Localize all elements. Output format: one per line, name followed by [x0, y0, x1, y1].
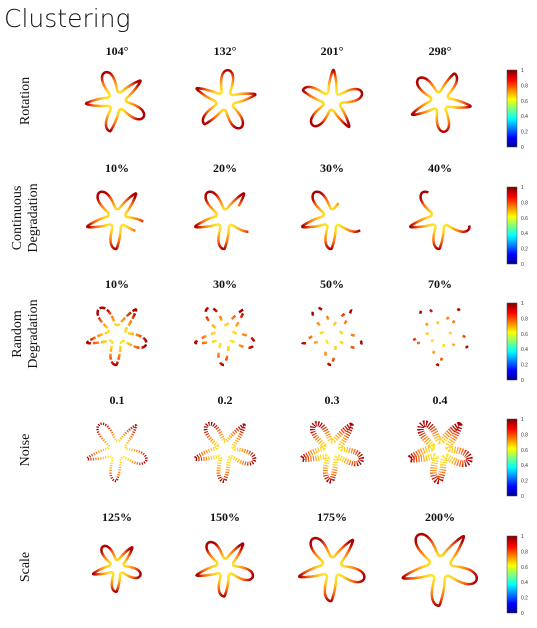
colorbar	[506, 186, 518, 265]
star-shape	[409, 190, 471, 251]
colorbar-tick-label: 0.6	[521, 99, 528, 105]
colorbar-tick-label: 1	[521, 301, 524, 307]
star-shape	[193, 421, 257, 484]
column-header: 50%	[320, 277, 344, 291]
colorbar	[506, 418, 518, 497]
star-shape	[406, 420, 473, 485]
row-label: Degradation	[26, 183, 41, 252]
colorbar-tick-label: 0	[521, 262, 524, 268]
star-shape	[86, 190, 148, 251]
colorbar-tick-label: 0.4	[521, 463, 528, 469]
column-header: 200%	[425, 510, 455, 524]
colorbar-tick-label: 0.6	[521, 565, 528, 571]
row: Continuous Degradation 10% 20% 30% 40% 0 0.2 0.4…	[10, 161, 528, 268]
colorbar	[506, 535, 518, 614]
star-shape	[86, 422, 148, 483]
colorbar-tick-label: 0.6	[521, 216, 528, 222]
column-header: 40%	[428, 161, 452, 175]
star-shape	[195, 68, 257, 130]
colorbar-tick-label: 0.2	[521, 247, 528, 253]
star-shape	[194, 306, 256, 367]
star-shape	[301, 306, 363, 367]
colorbar-tick-label: 0.4	[521, 347, 528, 353]
column-header: 10%	[105, 277, 129, 291]
star-shape	[301, 68, 364, 129]
colorbar-tick-label: 0.4	[521, 114, 528, 120]
colorbar-tick-label: 1	[521, 534, 524, 540]
column-header: 0.2	[218, 393, 233, 407]
row: Rotation 104° 132° 201° 298° 0 0.2 0.4 0.6 0.8 1	[18, 44, 528, 151]
star-shape	[91, 544, 142, 594]
column-header: 0.3	[325, 393, 340, 407]
colorbar-tick-label: 0.8	[521, 83, 528, 89]
colorbar-tick-label: 0.4	[521, 231, 528, 237]
column-header: 30%	[213, 277, 237, 291]
column-header: 150%	[210, 510, 240, 524]
colorbar-tick-label: 0.8	[521, 316, 528, 322]
colorbar	[506, 302, 518, 381]
star-shape	[195, 540, 255, 598]
row-label: Continuous	[10, 186, 25, 251]
star-shape	[298, 536, 366, 603]
row-label: Rotation	[18, 77, 33, 125]
colorbar-tick-label: 0	[521, 378, 524, 384]
star-shape	[194, 190, 256, 251]
colorbar-tick-label: 0.6	[521, 448, 528, 454]
colorbar-tick-label: 1	[521, 68, 524, 74]
colorbar-tick-label: 0.8	[521, 200, 528, 206]
column-header: 10%	[105, 161, 129, 175]
row-label: Scale	[18, 552, 33, 582]
column-header: 20%	[213, 161, 237, 175]
colorbar-tick-label: 0.2	[521, 479, 528, 485]
colorbar-tick-label: 0	[521, 494, 524, 500]
colorbar-tick-label: 0.8	[521, 549, 528, 555]
colorbar-tick-label: 0.6	[521, 332, 528, 338]
column-header: 70%	[428, 277, 452, 291]
column-header: 104°	[106, 44, 129, 58]
column-header: 0.4	[433, 393, 448, 407]
row-label: Degradation	[26, 299, 41, 368]
colorbar-tick-label: 0	[521, 145, 524, 151]
star-shape	[86, 306, 148, 367]
column-header: 298°	[429, 44, 452, 58]
row-label: Random	[10, 310, 25, 358]
column-header: 125%	[102, 510, 132, 524]
star-shape	[409, 306, 471, 367]
row: Noise 0.1 0.2 0.3 0.4 0 0.2 0.4 0.6 0.8 1	[18, 393, 528, 500]
star-shape	[401, 532, 479, 607]
column-header: 132°	[214, 44, 237, 58]
row: Scale 125% 150% 175% 200% 0 0.2 0.4 0.6 0.8 1	[18, 510, 528, 617]
column-header: 175%	[317, 510, 347, 524]
colorbar-tick-label: 0.2	[521, 130, 528, 136]
star-shape	[299, 421, 365, 484]
colorbar	[506, 69, 518, 148]
row: Random Degradation 10% 30% 50% 70% 0 0.2 0.4 0.6 0…	[10, 277, 528, 384]
colorbar-tick-label: 1	[521, 185, 524, 191]
colorbar-tick-label: 0.4	[521, 580, 528, 586]
colorbar-tick-label: 0.2	[521, 596, 528, 602]
colorbar-tick-label: 0.2	[521, 363, 528, 369]
colorbar-tick-label: 1	[521, 417, 524, 423]
star-shape	[410, 72, 472, 133]
column-header: 30%	[320, 161, 344, 175]
star-shape	[301, 190, 363, 251]
colorbar-tick-label: 0	[521, 611, 524, 617]
column-header: 0.1	[110, 393, 125, 407]
colorbar-tick-label: 0.8	[521, 432, 528, 438]
figure-title: Clustering	[4, 4, 131, 33]
row-label: Noise	[18, 434, 33, 467]
star-shape	[84, 70, 146, 133]
column-header: 201°	[321, 44, 344, 58]
